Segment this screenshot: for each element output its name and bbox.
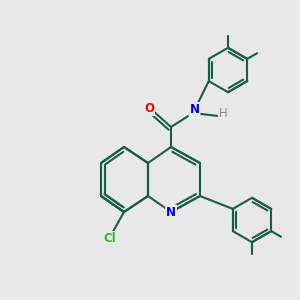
Text: N: N [166,206,176,218]
Text: Cl: Cl [103,232,116,245]
Text: N: N [190,103,200,116]
Text: H: H [219,107,228,120]
Text: O: O [144,102,154,115]
